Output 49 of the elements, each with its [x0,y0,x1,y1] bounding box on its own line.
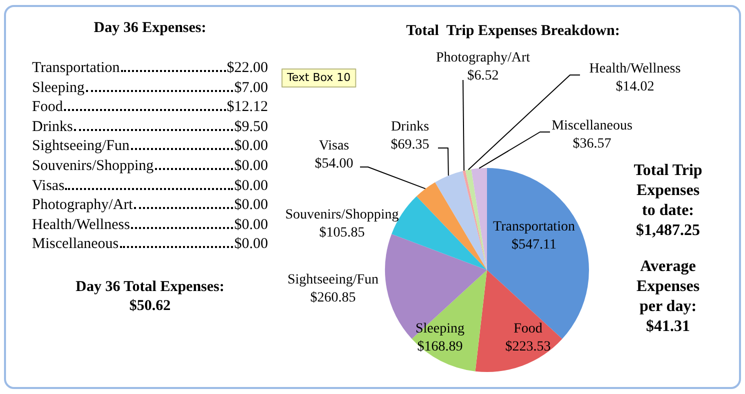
text: Visas [32,178,64,195]
text: Photography/Art [32,197,133,214]
text: Total Trip Expenses to date: [634,162,702,220]
text: $12.12 [226,99,268,116]
text: $0.00 [234,138,268,156]
data-label: $36.57 [572,136,612,152]
text: $41.31 [646,318,690,336]
text: Health/Wellness [32,216,130,234]
slice-label: Sightseeing/Fun [287,272,379,288]
text: Souvenirs/Shopping [32,158,154,175]
text: $0.00 [234,197,268,214]
data-label: $105.85 [319,226,365,241]
data-label: $223.53 [505,340,551,355]
data-label: $547.11 [512,238,556,253]
slice-label: Photography/Art [436,50,530,66]
text: Drinks [32,118,73,136]
text: $1,487.25 [636,222,700,240]
data-label: $69.35 [390,138,430,153]
text: $22.00 [226,60,268,77]
text: Food [32,99,63,116]
slice-label: Drinks [390,120,430,135]
slice-label: Miscellaneous [552,118,632,134]
chart-title: Total Trip Expenses Breakdown: [406,22,620,39]
slice-label: Food [514,322,542,337]
text: $0.00 [234,216,268,234]
text: Day 36 Expenses: [92,20,208,37]
slice-label: Health/Wellness [589,62,681,77]
text: Transportation [32,60,120,77]
data-label: $260.85 [310,290,356,306]
slice-label: Sleeping [416,322,464,337]
data-label: $6.52 [467,68,499,84]
data-label: $168.89 [417,340,463,355]
data-label: $14.02 [616,80,654,95]
text: Average Expenses per day: [636,258,700,316]
text: Day 36 Total Expenses: [74,278,226,297]
text: $50.62 [128,297,172,316]
text: Sightseeing/Fun [32,138,130,156]
text: Text Box 10 [286,70,351,84]
text: Miscellaneous [32,236,119,254]
slice-label: Visas [318,138,350,154]
text: Sleeping [32,80,84,97]
slice-label: Souvenirs/Shopping [285,208,399,223]
text: $0.00 [234,178,268,195]
slice-label: Transportation [493,220,575,235]
data-label: $54.00 [314,156,354,172]
text: $9.50 [234,118,268,136]
text: $0.00 [234,158,268,175]
text: $7.00 [234,80,268,97]
text: $0.00 [234,236,268,254]
